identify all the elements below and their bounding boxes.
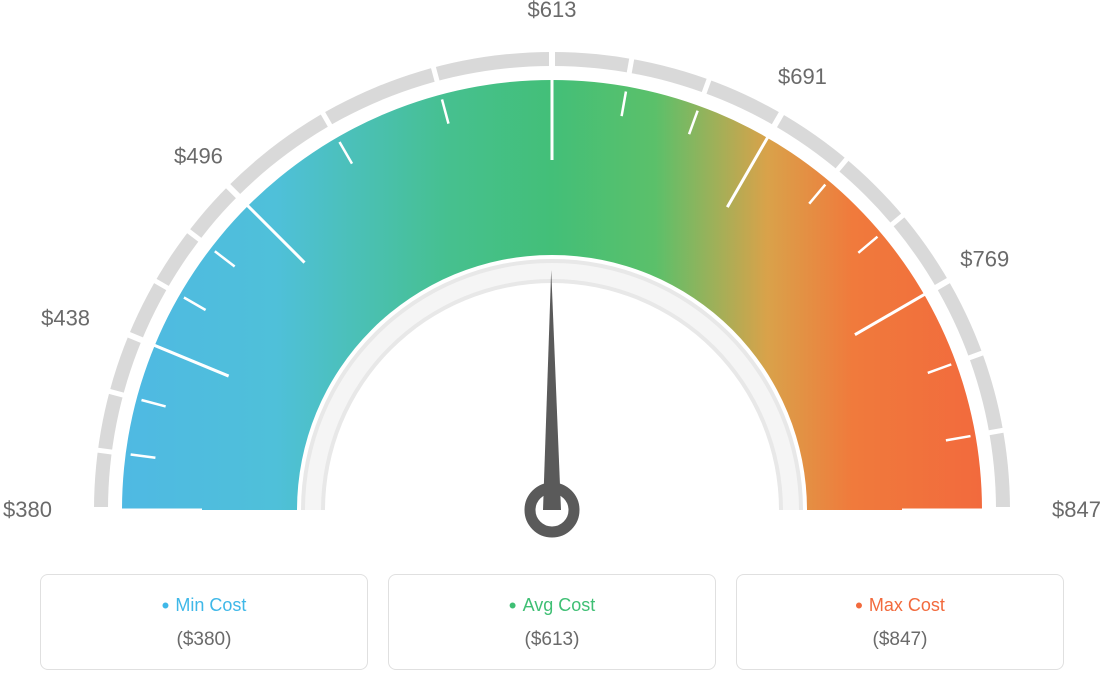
legend-card-min: Min Cost ($380) — [40, 574, 368, 670]
gauge-tick-label: $438 — [41, 306, 90, 331]
legend-card-max: Max Cost ($847) — [736, 574, 1064, 670]
legend-value-min: ($380) — [51, 629, 357, 651]
gauge-tick-label: $496 — [174, 143, 223, 168]
gauge-outline-gap — [629, 57, 632, 75]
legend-value-avg: ($613) — [399, 629, 705, 651]
gauge-outline-gap — [987, 430, 1005, 433]
gauge-svg: $380 $438 $496 $613 $691 $769 $847 — [0, 0, 1104, 560]
gauge-tick-label: $769 — [960, 247, 1009, 272]
legend-row: Min Cost ($380) Avg Cost ($613) Max Cost ($84… — [0, 574, 1104, 670]
gauge-needle — [543, 270, 561, 510]
gauge-tick-label: $380 — [3, 497, 52, 522]
gauge-tick-label: $691 — [778, 64, 827, 89]
legend-label-avg: Avg Cost — [399, 593, 705, 619]
legend-value-max: ($847) — [747, 629, 1053, 651]
gauge-tick-label: $847 — [1052, 497, 1101, 522]
gauge-tick-label: $613 — [528, 0, 577, 22]
legend-label-max: Max Cost — [747, 593, 1053, 619]
legend-label-min: Min Cost — [51, 593, 357, 619]
legend-card-avg: Avg Cost ($613) — [388, 574, 716, 670]
gauge-outline-gap — [96, 450, 114, 452]
cost-gauge-chart: $380 $438 $496 $613 $691 $769 $847 — [0, 0, 1104, 560]
